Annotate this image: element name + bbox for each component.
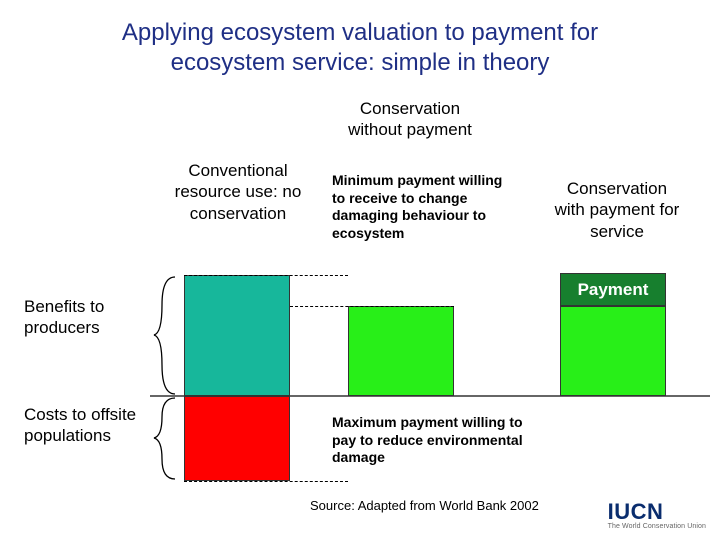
iucn-logo: IUCN The World Conservation Union [608,501,706,530]
min-payment-annotation: Minimum payment willing to receive to ch… [332,172,512,242]
iucn-logo-subtext: The World Conservation Union [608,523,706,530]
brace-benefits [150,275,180,396]
source-citation: Source: Adapted from World Bank 2002 [310,498,539,514]
col1-label: Conventional resource use: no conservati… [170,160,306,224]
dashed-mid [290,306,454,307]
col2-top-label: Conservation without payment [340,98,480,141]
col1-benefit-bar [184,275,290,396]
title-line1: Applying ecosystem valuation to payment … [40,18,680,48]
payment-label: Payment [578,280,649,300]
benefits-label: Benefits to producers [24,296,144,339]
col3-benefit-bar [560,306,666,396]
dashed-bottom [184,481,348,482]
col1-cost-bar [184,396,290,481]
costs-label: Costs to offsite populations [24,404,144,447]
col2-benefit-bar [348,306,454,396]
col3-payment-bar: Payment [560,273,666,306]
dashed-top [184,275,348,276]
brace-costs [150,396,180,481]
col3-label: Conservation with payment for service [552,178,682,242]
iucn-logo-text: IUCN [608,501,706,523]
page-title: Applying ecosystem valuation to payment … [0,0,720,78]
max-payment-annotation: Maximum payment willing to pay to reduce… [332,414,532,467]
title-line2: ecosystem service: simple in theory [40,48,680,78]
